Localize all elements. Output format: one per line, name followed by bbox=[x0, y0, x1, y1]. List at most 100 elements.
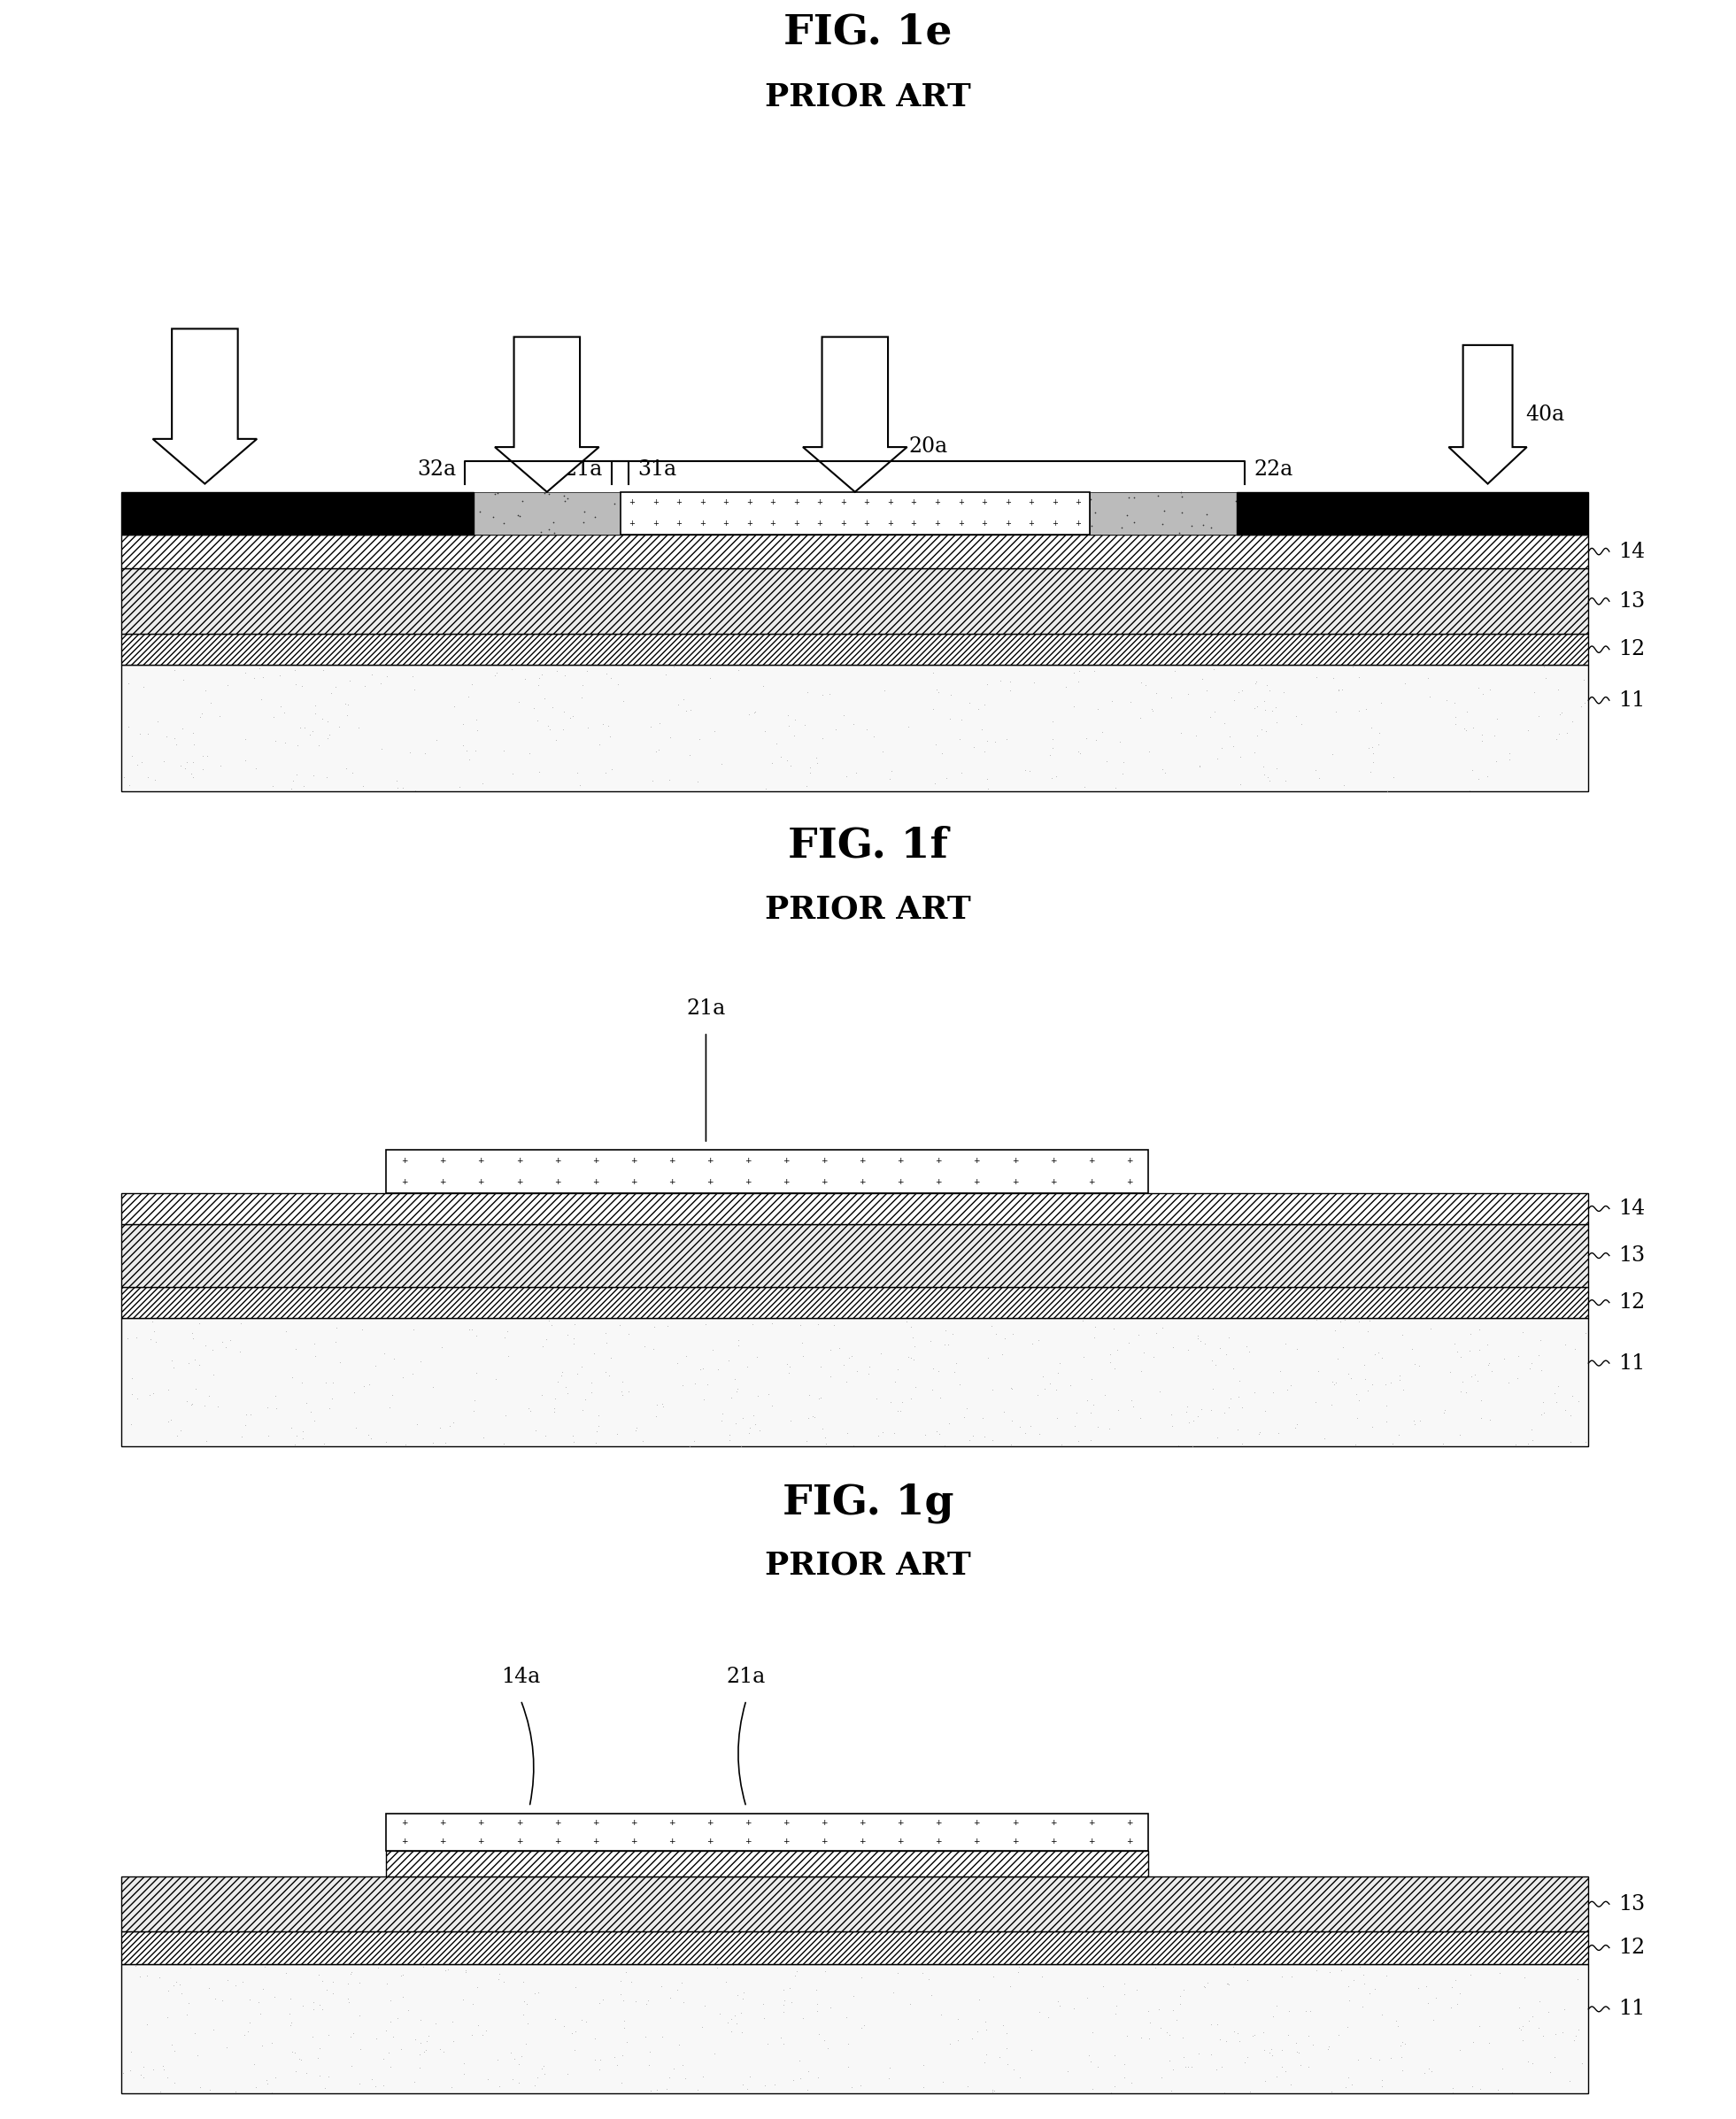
Text: 21a: 21a bbox=[727, 1668, 766, 1687]
Text: 14: 14 bbox=[1618, 1199, 1644, 1218]
Text: +: + bbox=[974, 1837, 981, 1846]
Bar bbox=[122, 1286, 1588, 1318]
Text: +: + bbox=[1012, 1178, 1019, 1187]
Text: +: + bbox=[516, 1157, 523, 1165]
Bar bbox=[122, 492, 474, 534]
Bar bbox=[474, 492, 620, 534]
Text: +: + bbox=[401, 1157, 408, 1165]
Text: 22a: 22a bbox=[1253, 460, 1293, 479]
Text: +: + bbox=[1088, 1178, 1094, 1187]
Text: +: + bbox=[1005, 519, 1010, 528]
Text: +: + bbox=[439, 1837, 446, 1846]
Text: PRIOR ART: PRIOR ART bbox=[766, 1551, 970, 1581]
Text: +: + bbox=[592, 1818, 599, 1827]
Text: +: + bbox=[887, 519, 894, 528]
Text: +: + bbox=[746, 519, 752, 528]
Text: +: + bbox=[554, 1178, 561, 1187]
Polygon shape bbox=[495, 337, 599, 492]
Polygon shape bbox=[1450, 345, 1528, 483]
Text: +: + bbox=[934, 519, 941, 528]
Text: +: + bbox=[936, 1818, 943, 1827]
Text: +: + bbox=[1050, 1157, 1055, 1165]
Text: +: + bbox=[653, 498, 658, 506]
Text: 11: 11 bbox=[1618, 691, 1644, 710]
Text: +: + bbox=[707, 1818, 713, 1827]
Bar bbox=[122, 634, 1588, 665]
Text: +: + bbox=[554, 1837, 561, 1846]
Bar bbox=[385, 1850, 1149, 1877]
Text: +: + bbox=[439, 1157, 446, 1165]
Text: +: + bbox=[1127, 1178, 1132, 1187]
Text: +: + bbox=[934, 498, 941, 506]
Text: +: + bbox=[1127, 1157, 1132, 1165]
Text: +: + bbox=[821, 1818, 828, 1827]
Text: 30a: 30a bbox=[528, 437, 566, 458]
Text: +: + bbox=[1050, 1818, 1055, 1827]
Text: +: + bbox=[477, 1157, 484, 1165]
Text: FIG. 1f: FIG. 1f bbox=[788, 826, 948, 867]
Text: +: + bbox=[821, 1837, 828, 1846]
Text: +: + bbox=[675, 498, 682, 506]
Text: +: + bbox=[592, 1837, 599, 1846]
Text: +: + bbox=[1088, 1157, 1094, 1165]
Text: +: + bbox=[793, 519, 799, 528]
Text: +: + bbox=[516, 1178, 523, 1187]
Text: +: + bbox=[821, 1178, 828, 1187]
Text: +: + bbox=[911, 498, 917, 506]
Text: +: + bbox=[477, 1818, 484, 1827]
Bar bbox=[122, 665, 1588, 790]
Text: +: + bbox=[630, 1818, 637, 1827]
Text: 12: 12 bbox=[1618, 1937, 1644, 1958]
Text: 20a: 20a bbox=[908, 437, 948, 458]
Text: +: + bbox=[439, 1818, 446, 1827]
Text: +: + bbox=[840, 519, 845, 528]
Text: +: + bbox=[592, 1157, 599, 1165]
Text: 31a: 31a bbox=[637, 460, 677, 479]
Text: +: + bbox=[974, 1157, 981, 1165]
Text: +: + bbox=[630, 1178, 637, 1187]
Text: +: + bbox=[859, 1157, 866, 1165]
Text: +: + bbox=[936, 1157, 943, 1165]
Text: +: + bbox=[840, 498, 845, 506]
Bar bbox=[1236, 492, 1588, 534]
Text: +: + bbox=[769, 519, 776, 528]
Text: +: + bbox=[722, 519, 729, 528]
Text: +: + bbox=[958, 519, 963, 528]
Text: +: + bbox=[630, 1157, 637, 1165]
Text: +: + bbox=[1127, 1837, 1132, 1846]
Bar bbox=[122, 1318, 1588, 1447]
Text: +: + bbox=[628, 498, 635, 506]
Text: +: + bbox=[898, 1837, 904, 1846]
Text: FIG. 1g: FIG. 1g bbox=[783, 1483, 953, 1524]
Text: +: + bbox=[816, 519, 823, 528]
Text: +: + bbox=[783, 1818, 790, 1827]
Text: +: + bbox=[816, 498, 823, 506]
Text: +: + bbox=[516, 1818, 523, 1827]
Bar bbox=[385, 1151, 1149, 1193]
Text: +: + bbox=[554, 1818, 561, 1827]
Text: +: + bbox=[1012, 1837, 1019, 1846]
Text: +: + bbox=[745, 1178, 752, 1187]
Text: +: + bbox=[653, 519, 658, 528]
Text: +: + bbox=[769, 498, 776, 506]
Text: +: + bbox=[821, 1157, 828, 1165]
Text: 13: 13 bbox=[1618, 591, 1644, 612]
Text: +: + bbox=[898, 1818, 904, 1827]
Text: +: + bbox=[898, 1178, 904, 1187]
Text: 40a: 40a bbox=[1526, 405, 1566, 426]
Text: +: + bbox=[401, 1818, 408, 1827]
Text: +: + bbox=[1012, 1818, 1019, 1827]
Text: 13: 13 bbox=[1618, 1894, 1644, 1913]
Text: +: + bbox=[516, 1837, 523, 1846]
Text: +: + bbox=[974, 1178, 981, 1187]
Bar bbox=[122, 1964, 1588, 2094]
Text: +: + bbox=[668, 1818, 675, 1827]
Text: +: + bbox=[887, 498, 894, 506]
Text: +: + bbox=[628, 519, 635, 528]
Text: +: + bbox=[1012, 1157, 1019, 1165]
Text: +: + bbox=[1052, 498, 1057, 506]
Text: 11: 11 bbox=[1618, 1354, 1644, 1373]
Text: 32a: 32a bbox=[417, 460, 457, 479]
Bar bbox=[620, 492, 1090, 534]
Text: +: + bbox=[981, 519, 988, 528]
